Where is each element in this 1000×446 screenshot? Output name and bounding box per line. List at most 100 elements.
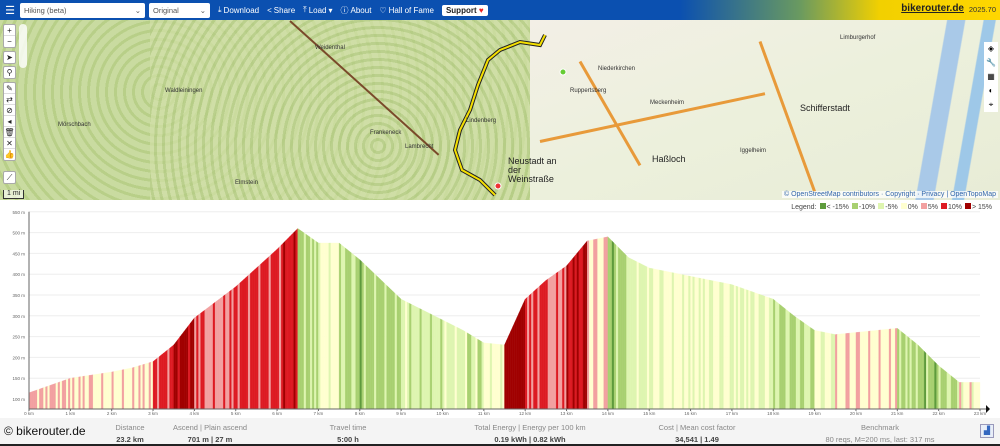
elevation-segment bbox=[227, 291, 230, 410]
avoid-area-icon[interactable]: ⊘ bbox=[4, 105, 15, 116]
elevation-segment bbox=[208, 305, 212, 410]
elevation-segment bbox=[239, 280, 243, 410]
poi-icon[interactable]: ◂ bbox=[4, 116, 15, 127]
chart-toggle-button[interactable]: ▟ bbox=[980, 424, 994, 438]
elevation-segment bbox=[473, 336, 476, 410]
elevation-segment bbox=[481, 341, 484, 410]
elevation-segment bbox=[539, 283, 542, 410]
download-button[interactable]: ⤓ Download bbox=[218, 5, 259, 15]
fullscreen-icon[interactable]: ✕ bbox=[4, 138, 15, 149]
elevation-segment bbox=[434, 315, 437, 410]
locate-button[interactable]: ➤ bbox=[3, 51, 16, 64]
elevation-segment bbox=[706, 279, 710, 410]
elevation-segment bbox=[159, 354, 162, 410]
support-button[interactable]: Support ♥ bbox=[441, 4, 488, 16]
elevation-segment bbox=[367, 267, 371, 410]
elevation-segment bbox=[380, 279, 383, 410]
elevation-segment bbox=[322, 242, 325, 410]
elevation-segment bbox=[330, 242, 334, 410]
elevation-segment bbox=[43, 386, 46, 410]
legend-swatch bbox=[964, 203, 971, 209]
brand-logo[interactable]: bikerouter.de bbox=[901, 3, 964, 14]
map-attribution[interactable]: © OpenStreetMap contributors · Copyright… bbox=[781, 191, 998, 198]
zoom-out-button[interactable]: − bbox=[7, 37, 12, 46]
elevation-segment bbox=[334, 242, 338, 410]
elevation-segment bbox=[35, 389, 38, 410]
delete-icon[interactable]: 🗑 bbox=[4, 128, 15, 138]
town-label: Neustadt an der Weinstraße bbox=[508, 156, 557, 184]
menu-icon[interactable]: ☰ bbox=[5, 4, 15, 17]
elevation-segment bbox=[256, 265, 259, 410]
elevation-segment bbox=[692, 276, 695, 410]
town-label: Elmstein bbox=[235, 180, 259, 186]
elevation-segment bbox=[880, 329, 883, 410]
legend-swatch bbox=[878, 203, 885, 209]
table-icon[interactable]: ▦ bbox=[987, 72, 995, 81]
elevation-segment bbox=[55, 382, 59, 410]
globe-icon[interactable]: ◐ bbox=[988, 86, 994, 95]
profile-select[interactable]: Hiking (beta) ⌄ bbox=[20, 2, 145, 18]
elevation-segment bbox=[198, 312, 201, 410]
elevation-segment bbox=[84, 375, 88, 410]
elevation-segment bbox=[657, 269, 660, 410]
x-tick-label: 2 km bbox=[107, 411, 117, 416]
elevation-segment bbox=[469, 333, 472, 410]
elevation-segment bbox=[665, 271, 668, 410]
elevation-segment bbox=[924, 350, 927, 410]
x-tick-label: 23 km bbox=[974, 411, 987, 416]
x-tick-label: 18 km bbox=[767, 411, 780, 416]
opacity-slider[interactable] bbox=[19, 24, 27, 68]
load-button[interactable]: ⤒ Load ▾ bbox=[303, 5, 332, 15]
forest-terrain-overlay bbox=[150, 20, 530, 200]
elevation-chart[interactable]: 100 m 150 m 200 m 250 m 300 m 350 m 400 m 450 m… bbox=[0, 210, 1000, 418]
distance-label: Distance bbox=[115, 423, 145, 432]
zoom-in-button[interactable]: + bbox=[4, 25, 15, 36]
elevation-segment bbox=[353, 254, 356, 410]
share-icon: < bbox=[267, 5, 272, 15]
draw-route-button[interactable]: ✎ bbox=[4, 83, 15, 94]
share-button[interactable]: < Share bbox=[267, 6, 295, 15]
elevation-segment bbox=[688, 275, 691, 410]
map[interactable]: Neustadt an der Weinstraße Haßloch Schif… bbox=[0, 20, 1000, 200]
layers-icon[interactable]: ◈ bbox=[987, 44, 995, 53]
y-tick-label: 200 m bbox=[12, 355, 25, 360]
like-icon[interactable]: 👍 bbox=[4, 150, 15, 159]
elevation-segment bbox=[264, 258, 267, 410]
elevation-segment bbox=[545, 278, 549, 410]
elevation-segment bbox=[806, 324, 809, 410]
variant-select[interactable]: Original ⌄ bbox=[149, 2, 210, 18]
elevation-segment bbox=[252, 269, 255, 410]
elevation-segment bbox=[295, 228, 298, 410]
position-marker-icon[interactable] bbox=[986, 404, 990, 413]
elevation-segment bbox=[119, 369, 123, 410]
elevation-segment bbox=[297, 228, 300, 410]
x-tick-label: 5 km bbox=[231, 411, 241, 416]
reverse-route-icon[interactable]: ⇄ bbox=[4, 94, 15, 105]
elevation-segment bbox=[580, 245, 584, 410]
elevation-segment bbox=[525, 296, 528, 410]
wrench-icon[interactable]: 🔧 bbox=[986, 58, 996, 67]
profile-value: Hiking (beta) bbox=[24, 5, 67, 15]
elevation-segment bbox=[890, 328, 894, 410]
chevron-down-icon: ⌄ bbox=[199, 5, 206, 15]
elevation-segment bbox=[568, 260, 571, 410]
elevation-segment bbox=[382, 281, 385, 410]
elevation-toggle-button[interactable]: ⟋ bbox=[3, 171, 16, 184]
elevation-segment bbox=[359, 259, 363, 410]
search-button[interactable]: ⚲ bbox=[3, 66, 16, 79]
elevation-segment bbox=[324, 242, 327, 410]
elevation-segment bbox=[628, 257, 631, 410]
elevation-segment bbox=[895, 328, 898, 410]
hall-of-fame-button[interactable]: ♡ Hall of Fame bbox=[379, 6, 434, 15]
elevation-segment bbox=[115, 370, 119, 410]
elevation-segment bbox=[775, 300, 778, 410]
elevation-segment bbox=[376, 275, 379, 410]
elevation-segment bbox=[737, 286, 741, 410]
x-tick-label: 14 km bbox=[602, 411, 615, 416]
elevation-segment bbox=[101, 373, 104, 410]
elevation-segment bbox=[783, 307, 786, 410]
elevation-segment bbox=[276, 246, 280, 410]
map-marker-icon[interactable]: ⌖ bbox=[988, 100, 994, 109]
about-button[interactable]: ⓘ About bbox=[341, 5, 372, 16]
elevation-segment bbox=[74, 377, 77, 410]
